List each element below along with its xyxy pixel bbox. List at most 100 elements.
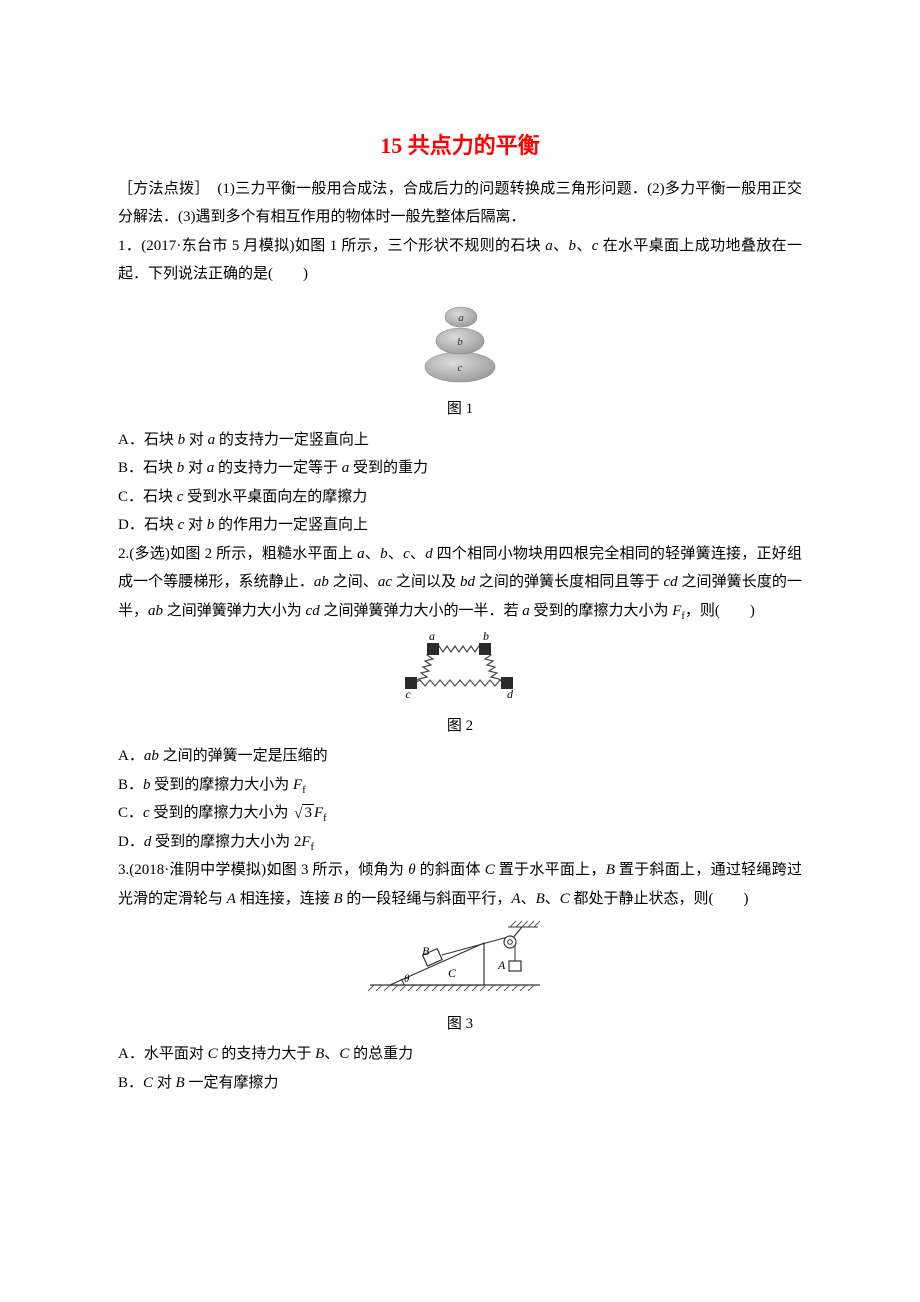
- q1-opt-c: C．石块 c 受到水平桌面向左的摩擦力: [118, 483, 802, 512]
- q3-figure: B A C θ 图 3: [118, 919, 802, 1038]
- q1D-mid: 对: [184, 517, 207, 533]
- q3-B3: B: [536, 891, 545, 907]
- stones-icon: a b c: [415, 295, 505, 383]
- q2-fig-caption: 图 2: [118, 712, 802, 741]
- q2A-ab: ab: [144, 748, 159, 764]
- svg-text:c: c: [458, 362, 463, 374]
- q1A-b: b: [178, 432, 186, 448]
- q1-a: a: [545, 238, 553, 254]
- q1D-post: 的作用力一定竖直向上: [214, 517, 368, 533]
- q2-lab2: ab: [148, 603, 163, 619]
- q3A-C2: C: [339, 1046, 349, 1062]
- q2-figure: a b c d 图 2: [118, 631, 802, 740]
- incline-pulley-icon: B A C θ: [360, 919, 560, 997]
- q2-lcd2: cd: [306, 603, 320, 619]
- q3-A1: A: [227, 891, 236, 907]
- svg-text:a: a: [429, 631, 435, 643]
- q3-s-a: 3.(2018·淮阴中学模拟)如图 3 所示，倾角为: [118, 862, 408, 878]
- q3-s-f: 的一段轻绳与斜面平行，: [343, 891, 512, 907]
- q2-opt-a: A．ab 之间的弹簧一定是压缩的: [118, 742, 802, 771]
- q2B-Ffs: f: [302, 785, 306, 796]
- q1-opt-a: A．石块 b 对 a 的支持力一定竖直向上: [118, 426, 802, 455]
- q2C-Ff: F: [314, 805, 323, 821]
- q1C-pre: C．石块: [118, 489, 177, 505]
- q3-s-h: 、: [545, 891, 560, 907]
- q3-stem: 3.(2018·淮阴中学模拟)如图 3 所示，倾角为 θ 的斜面体 C 置于水平…: [118, 856, 802, 913]
- q2A-post: 之间的弹簧一定是压缩的: [159, 748, 328, 764]
- sqrt-icon: √3: [292, 799, 314, 828]
- q1A-a: a: [208, 432, 216, 448]
- q3-A2: A: [511, 891, 520, 907]
- svg-text:d: d: [507, 687, 514, 699]
- q3-opt-b: B．C 对 B 一定有摩擦力: [118, 1069, 802, 1098]
- svg-text:A: A: [497, 958, 506, 972]
- q2B-pre: B．: [118, 777, 143, 793]
- trapezoid-icon: a b c d: [385, 631, 535, 699]
- q2-lbd: bd: [460, 574, 475, 590]
- q2D-Ffs: f: [311, 842, 315, 853]
- q2D-mid: 受到的摩擦力大小为 2: [151, 834, 301, 850]
- svg-text:θ: θ: [404, 973, 410, 985]
- q2C-pre: C．: [118, 805, 143, 821]
- page: 15 共点力的平衡 ［方法点拨］ (1)三力平衡一般用合成法，合成后力的问题转换…: [0, 0, 920, 1302]
- q2-lac: ac: [378, 574, 392, 590]
- q3-B2: B: [333, 891, 342, 907]
- q1-b: b: [569, 238, 577, 254]
- q2-opt-b: B．b 受到的摩擦力大小为 Ff: [118, 771, 802, 800]
- q1-stem-a: 1．(2017·东台市 5 月模拟)如图 1 所示，三个形状不规则的石块: [118, 238, 545, 254]
- q1-stem-b: 、: [553, 238, 569, 254]
- q2-ld: d: [425, 546, 433, 562]
- q3-opt-a: A．水平面对 C 的支持力大于 B、C 的总重力: [118, 1040, 802, 1069]
- q1-opt-d: D．石块 c 对 b 的作用力一定竖直向上: [118, 511, 802, 540]
- q3B-B: B: [176, 1075, 185, 1091]
- q1-fig-caption: 图 1: [118, 395, 802, 424]
- q2-lab: ab: [314, 574, 329, 590]
- q2-la2: a: [522, 603, 530, 619]
- method-hint: ［方法点拨］ (1)三力平衡一般用合成法，合成后力的问题转换成三角形问题．(2)…: [118, 175, 802, 232]
- q2-lc: c: [403, 546, 410, 562]
- q3-B1: B: [606, 862, 615, 878]
- q3-fig-caption: 图 3: [118, 1010, 802, 1039]
- q1B-mid2: 的支持力一定等于: [214, 460, 342, 476]
- q2D-Ff: F: [301, 834, 310, 850]
- q3B-pre: B．: [118, 1075, 143, 1091]
- q1C-post: 受到水平桌面向左的摩擦力: [183, 489, 367, 505]
- svg-text:b: b: [457, 336, 463, 348]
- q3-s-i: 都处于静止状态，则( ): [570, 891, 749, 907]
- q3A-pre: A．水平面对: [118, 1046, 208, 1062]
- q3-C1: C: [485, 862, 495, 878]
- q2-lb: b: [380, 546, 388, 562]
- q2C-c: c: [143, 805, 150, 821]
- svg-text:B: B: [422, 944, 430, 958]
- q1-opt-b: B．石块 b 对 a 的支持力一定等于 a 受到的重力: [118, 454, 802, 483]
- q2-s-m: ，则( ): [685, 603, 755, 619]
- svg-text:b: b: [483, 631, 489, 643]
- q3B-post: 一定有摩擦力: [185, 1075, 279, 1091]
- q3A-B: B: [315, 1046, 324, 1062]
- q1-figure: a b c 图 1: [118, 295, 802, 424]
- q2-s-d: 、: [410, 546, 425, 562]
- q2-s-f: 之间、: [329, 574, 378, 590]
- q2-stem: 2.(多选)如图 2 所示，粗糙水平面上 a、b、c、d 四个相同小物块用四根完…: [118, 540, 802, 626]
- q2-la: a: [357, 546, 365, 562]
- q1D-pre: D．石块: [118, 517, 178, 533]
- svg-text:a: a: [458, 312, 464, 324]
- q1A-post: 的支持力一定竖直向上: [215, 432, 369, 448]
- q2-s-k: 之间弹簧弹力大小的一半．若: [320, 603, 523, 619]
- q3A-C: C: [208, 1046, 218, 1062]
- q2B-mid: 受到的摩擦力大小为: [151, 777, 294, 793]
- page-title: 15 共点力的平衡: [118, 125, 802, 167]
- q2-lcd: cd: [663, 574, 677, 590]
- q3-s-b: 的斜面体: [416, 862, 485, 878]
- q1-stem: 1．(2017·东台市 5 月模拟)如图 1 所示，三个形状不规则的石块 a、b…: [118, 232, 802, 289]
- q1A-pre: A．石块: [118, 432, 178, 448]
- q1B-pre: B．石块: [118, 460, 177, 476]
- q2A-pre: A．: [118, 748, 144, 764]
- q2-s-h: 之间的弹簧长度相同且等于: [475, 574, 663, 590]
- q3-theta: θ: [408, 862, 415, 878]
- q2-s-a: 2.(多选)如图 2 所示，粗糙水平面上: [118, 546, 357, 562]
- svg-text:C: C: [448, 966, 457, 980]
- q3A-post: 的总重力: [349, 1046, 413, 1062]
- q2-s-l: 受到的摩擦力大小为: [530, 603, 673, 619]
- q3-s-e: 相连接，连接: [236, 891, 334, 907]
